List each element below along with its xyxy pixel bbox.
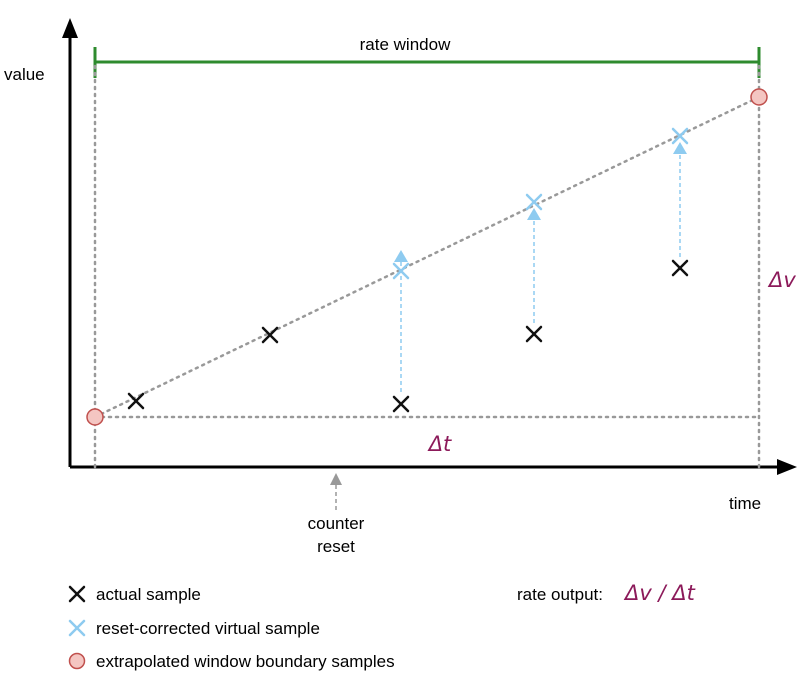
legend: actual sample reset-corrected virtual sa… xyxy=(68,585,395,671)
virtual-sample-x-icon xyxy=(671,127,689,145)
correction-arrowhead xyxy=(673,142,687,154)
virtual-sample-x-icon xyxy=(525,193,543,211)
x-axis-label: time xyxy=(729,494,761,513)
actual-sample-x-icon xyxy=(671,259,689,277)
virtual-sample-x-icon xyxy=(392,262,410,280)
x-mark-icon xyxy=(68,585,86,603)
x-axis-arrowhead xyxy=(777,459,797,475)
y-axis-label: value xyxy=(4,65,45,84)
light-blue-x-mark-icon xyxy=(68,619,86,637)
boundary-sample-circle-icon xyxy=(86,408,104,426)
actual-sample-x-icon xyxy=(525,325,543,343)
rate-window-label: rate window xyxy=(360,35,451,54)
rate-output-label: rate output: xyxy=(517,585,603,604)
rate-output-formula: Δv / Δt xyxy=(623,581,696,605)
y-axis-arrowhead xyxy=(62,18,78,38)
pink-circle-icon xyxy=(68,652,86,670)
counter-reset-label: counter xyxy=(308,514,365,533)
legend-label-boundary: extrapolated window boundary samples xyxy=(96,652,395,671)
actual-sample-x-icon xyxy=(127,392,145,410)
actual-sample-x-icon xyxy=(261,326,279,344)
correction-arrowhead xyxy=(394,250,408,262)
delta-v-label: Δv xyxy=(767,268,796,292)
counter-reset-label: reset xyxy=(317,537,355,556)
legend-label-actual: actual sample xyxy=(96,585,201,604)
counter-reset-arrowhead xyxy=(330,473,342,485)
actual-sample-x-icon xyxy=(392,395,410,413)
trend-line xyxy=(93,95,761,419)
legend-label-virtual: reset-corrected virtual sample xyxy=(96,619,320,638)
delta-t-label: Δt xyxy=(427,432,452,456)
boundary-sample-circle-icon xyxy=(750,88,768,106)
correction-arrowhead xyxy=(527,208,541,220)
